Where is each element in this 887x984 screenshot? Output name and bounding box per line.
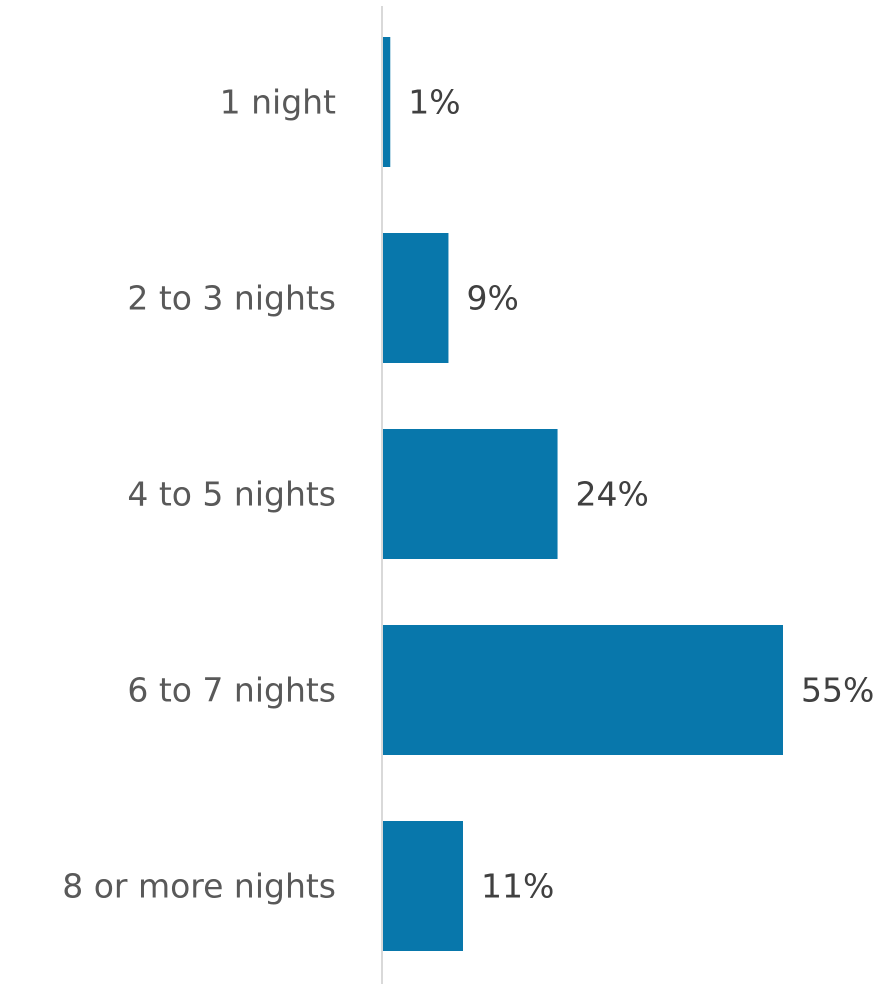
bar-3 [383, 625, 783, 755]
value-label: 55% [801, 671, 874, 710]
bar-4 [383, 821, 463, 951]
value-labels-group: 1% 9% 24% 55% 11% [408, 83, 874, 906]
category-label: 6 to 7 nights [127, 671, 336, 710]
category-label: 8 or more nights [62, 867, 336, 906]
bars-group [383, 37, 783, 951]
value-label: 9% [466, 279, 518, 318]
category-labels-group: 1 night 2 to 3 nights 4 to 5 nights 6 to 7 … [62, 83, 336, 906]
bar-1 [383, 233, 449, 363]
category-label: 4 to 5 nights [127, 475, 336, 514]
category-label: 1 night [220, 83, 336, 122]
category-label: 2 to 3 nights [127, 279, 336, 318]
value-label: 24% [576, 475, 649, 514]
value-label: 1% [408, 83, 460, 122]
bar-2 [383, 429, 558, 559]
value-label: 11% [481, 867, 554, 906]
bar-0 [383, 37, 391, 167]
